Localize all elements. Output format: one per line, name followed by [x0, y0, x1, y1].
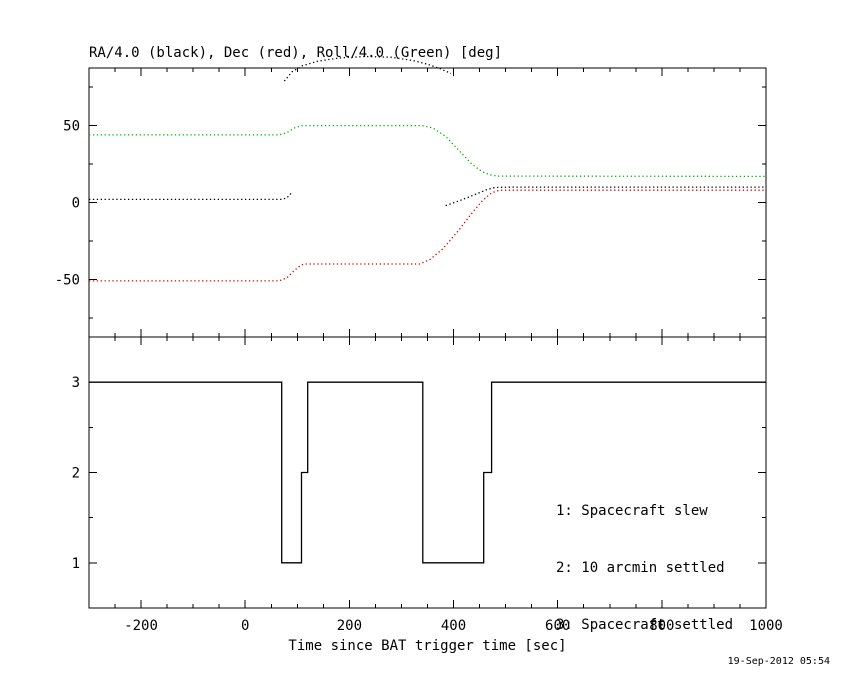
settle-state-panel: 3 2 1 -200 0 200 400 600 800 1000	[72, 336, 783, 634]
attitude-panel: 50 0 -50	[55, 55, 767, 338]
y-tick-label: 1	[72, 556, 80, 572]
series-ra-4-0	[89, 55, 766, 207]
series-segment	[445, 186, 766, 207]
legend-item-settled: 3: Spacecraft settled	[556, 617, 734, 633]
x-tick-label: 0	[241, 618, 249, 634]
series-dec	[89, 189, 766, 282]
chart-title: RA/4.0 (black), Dec (red), Roll/4.0 (Gre…	[89, 45, 503, 61]
y-tick-label: 0	[72, 196, 80, 212]
panel-frame	[88, 67, 767, 338]
y-tick-label: -50	[55, 272, 80, 288]
series-segment	[283, 55, 452, 82]
y-tick-label: 3	[72, 375, 80, 391]
legend-item-slew: 1: Spacecraft slew	[556, 503, 708, 519]
state-legend: 1: Spacecraft slew 2: 10 arcmin settled …	[556, 464, 733, 673]
series-segment	[89, 189, 766, 282]
y-tick-label: 50	[63, 119, 80, 135]
legend-item-10arcmin: 2: 10 arcmin settled	[556, 560, 725, 576]
x-tick-label: 800	[649, 618, 674, 634]
x-axis-title: Time since BAT trigger time [sec]	[288, 638, 567, 654]
x-tick-label: 200	[337, 618, 362, 634]
x-tick-label: 400	[441, 618, 466, 634]
series-settle-state	[89, 381, 766, 564]
x-tick-label: -200	[124, 618, 158, 634]
plot-timestamp: 19-Sep-2012 05:54	[727, 656, 830, 667]
series-segment	[89, 124, 767, 178]
series-roll-4-0	[89, 124, 767, 178]
series-segment	[89, 381, 766, 564]
x-tick-label: 600	[545, 618, 570, 634]
series-segment	[89, 192, 292, 201]
x-tick-label: 1000	[749, 618, 783, 634]
y-tick-label: 2	[72, 466, 80, 482]
